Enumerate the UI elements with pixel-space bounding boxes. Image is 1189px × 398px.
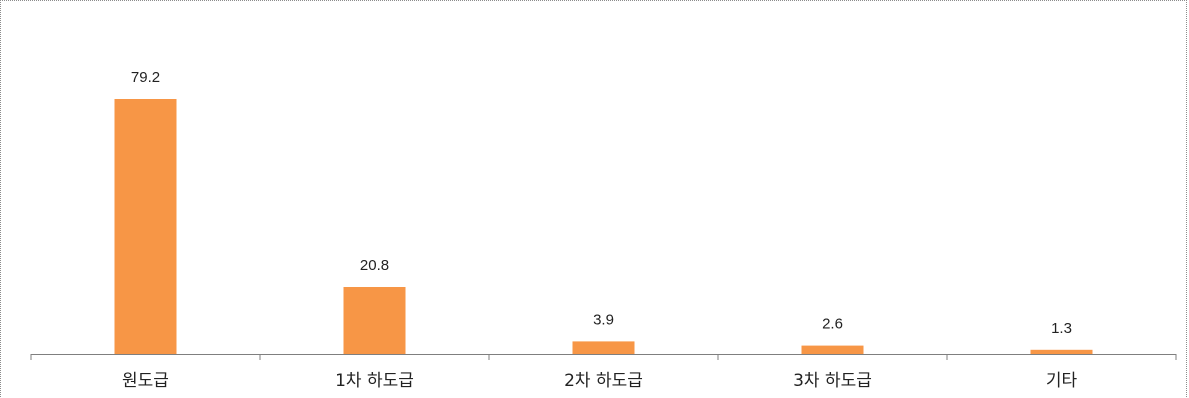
data-label-3: 3.9 [593, 311, 614, 328]
data-label-4: 2.6 [822, 316, 843, 333]
x-tick-label-1: 원도급 [122, 371, 169, 391]
x-tick-label-3: 2차 하도급 [564, 371, 643, 391]
x-tick-label-4: 3차 하도급 [793, 371, 872, 391]
data-label-5: 1.3 [1051, 320, 1072, 337]
bar-1 [114, 99, 177, 354]
bar-4 [801, 345, 864, 354]
bar-2 [343, 287, 406, 354]
data-label-2: 20.8 [360, 257, 389, 274]
x-tick-label-5: 기타 [1046, 371, 1078, 391]
x-tick-label-2: 1차 하도급 [335, 371, 414, 391]
bar-3 [572, 341, 635, 354]
bar-5 [1030, 349, 1093, 354]
data-label-1: 79.2 [131, 69, 160, 86]
